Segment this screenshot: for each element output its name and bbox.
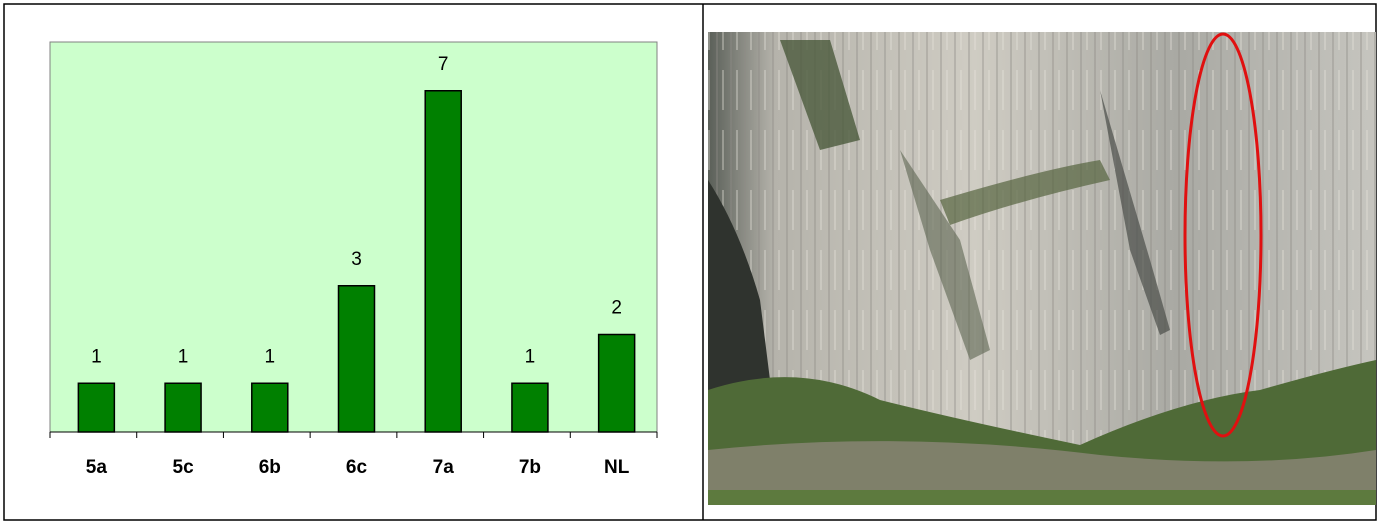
bar xyxy=(337,285,376,433)
data-label: 1 xyxy=(178,346,189,367)
data-label: 3 xyxy=(351,249,362,270)
x-tick-label: 5a xyxy=(86,457,108,478)
x-tick-label: 6c xyxy=(346,457,368,478)
bar xyxy=(77,382,116,433)
x-tick-label: 5c xyxy=(173,457,195,478)
x-tick-label: NL xyxy=(604,457,630,478)
x-tick-label: 7a xyxy=(433,457,455,478)
bar xyxy=(164,382,202,433)
bar xyxy=(251,382,289,433)
bar-chart: 5a 1 5c 1 6b 1 6c 3 7a 7 7b 1 NL 2 xyxy=(49,41,658,478)
cliff-photo xyxy=(708,32,1376,505)
x-tick-label: 6b xyxy=(259,457,281,478)
bar xyxy=(424,90,462,433)
data-label: 1 xyxy=(91,346,102,367)
data-label: 1 xyxy=(264,346,275,367)
bar xyxy=(597,333,636,433)
data-label: 2 xyxy=(611,298,622,319)
x-tick-label: 7b xyxy=(519,457,541,478)
data-label: 7 xyxy=(438,54,449,75)
data-label: 1 xyxy=(525,346,536,367)
bar xyxy=(511,382,549,433)
